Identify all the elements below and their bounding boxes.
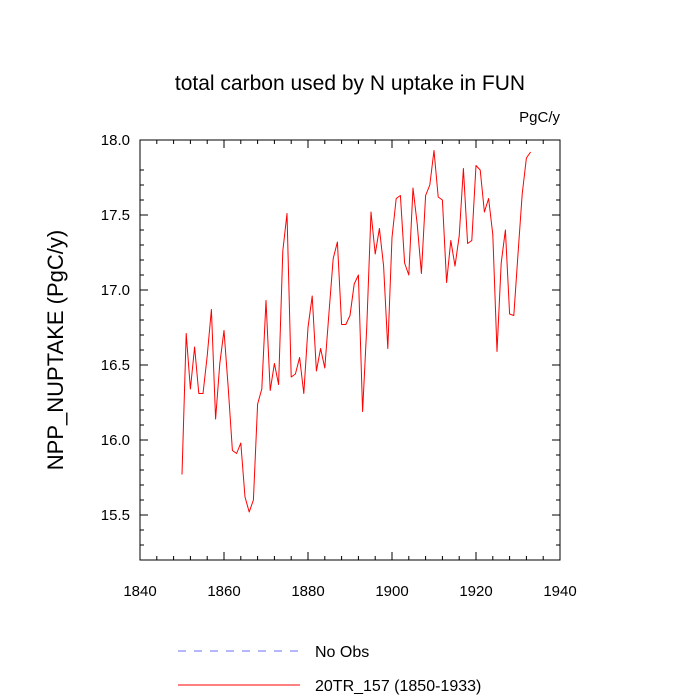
x-tick-label: 1940 — [543, 583, 576, 600]
x-tick-label: 1920 — [459, 583, 492, 600]
series-line — [181, 150, 532, 513]
x-tick-label: 1900 — [375, 583, 408, 600]
legend: No Obs 20TR_157 (1850-1933) — [178, 644, 481, 695]
y-axis-label: NPP_NUPTAKE (PgC/y) — [43, 230, 68, 470]
series-lines — [181, 150, 532, 513]
plot-frame — [139, 139, 561, 561]
y-tick-label: 17.5 — [101, 207, 130, 224]
y-tick-label: 16.0 — [101, 432, 130, 449]
x-tick-label: 1840 — [123, 583, 156, 600]
legend-label: No Obs — [315, 644, 369, 661]
y-tick-label: 18.0 — [101, 132, 130, 149]
x-tick-label: 1860 — [207, 583, 240, 600]
units-label: PgC/y — [519, 109, 560, 126]
x-tick-label: 1880 — [291, 583, 324, 600]
legend-label: 20TR_157 (1850-1933) — [315, 678, 481, 695]
axis-ticks: 1840 1860 1880 1900 1920 1940 15.5 16.0 16.5 17.0… — [101, 132, 577, 600]
y-tick-label: 15.5 — [101, 507, 130, 524]
y-tick-label: 16.5 — [101, 357, 130, 374]
y-tick-label: 17.0 — [101, 282, 130, 299]
chart-title: total carbon used by N uptake in FUN — [175, 72, 525, 95]
